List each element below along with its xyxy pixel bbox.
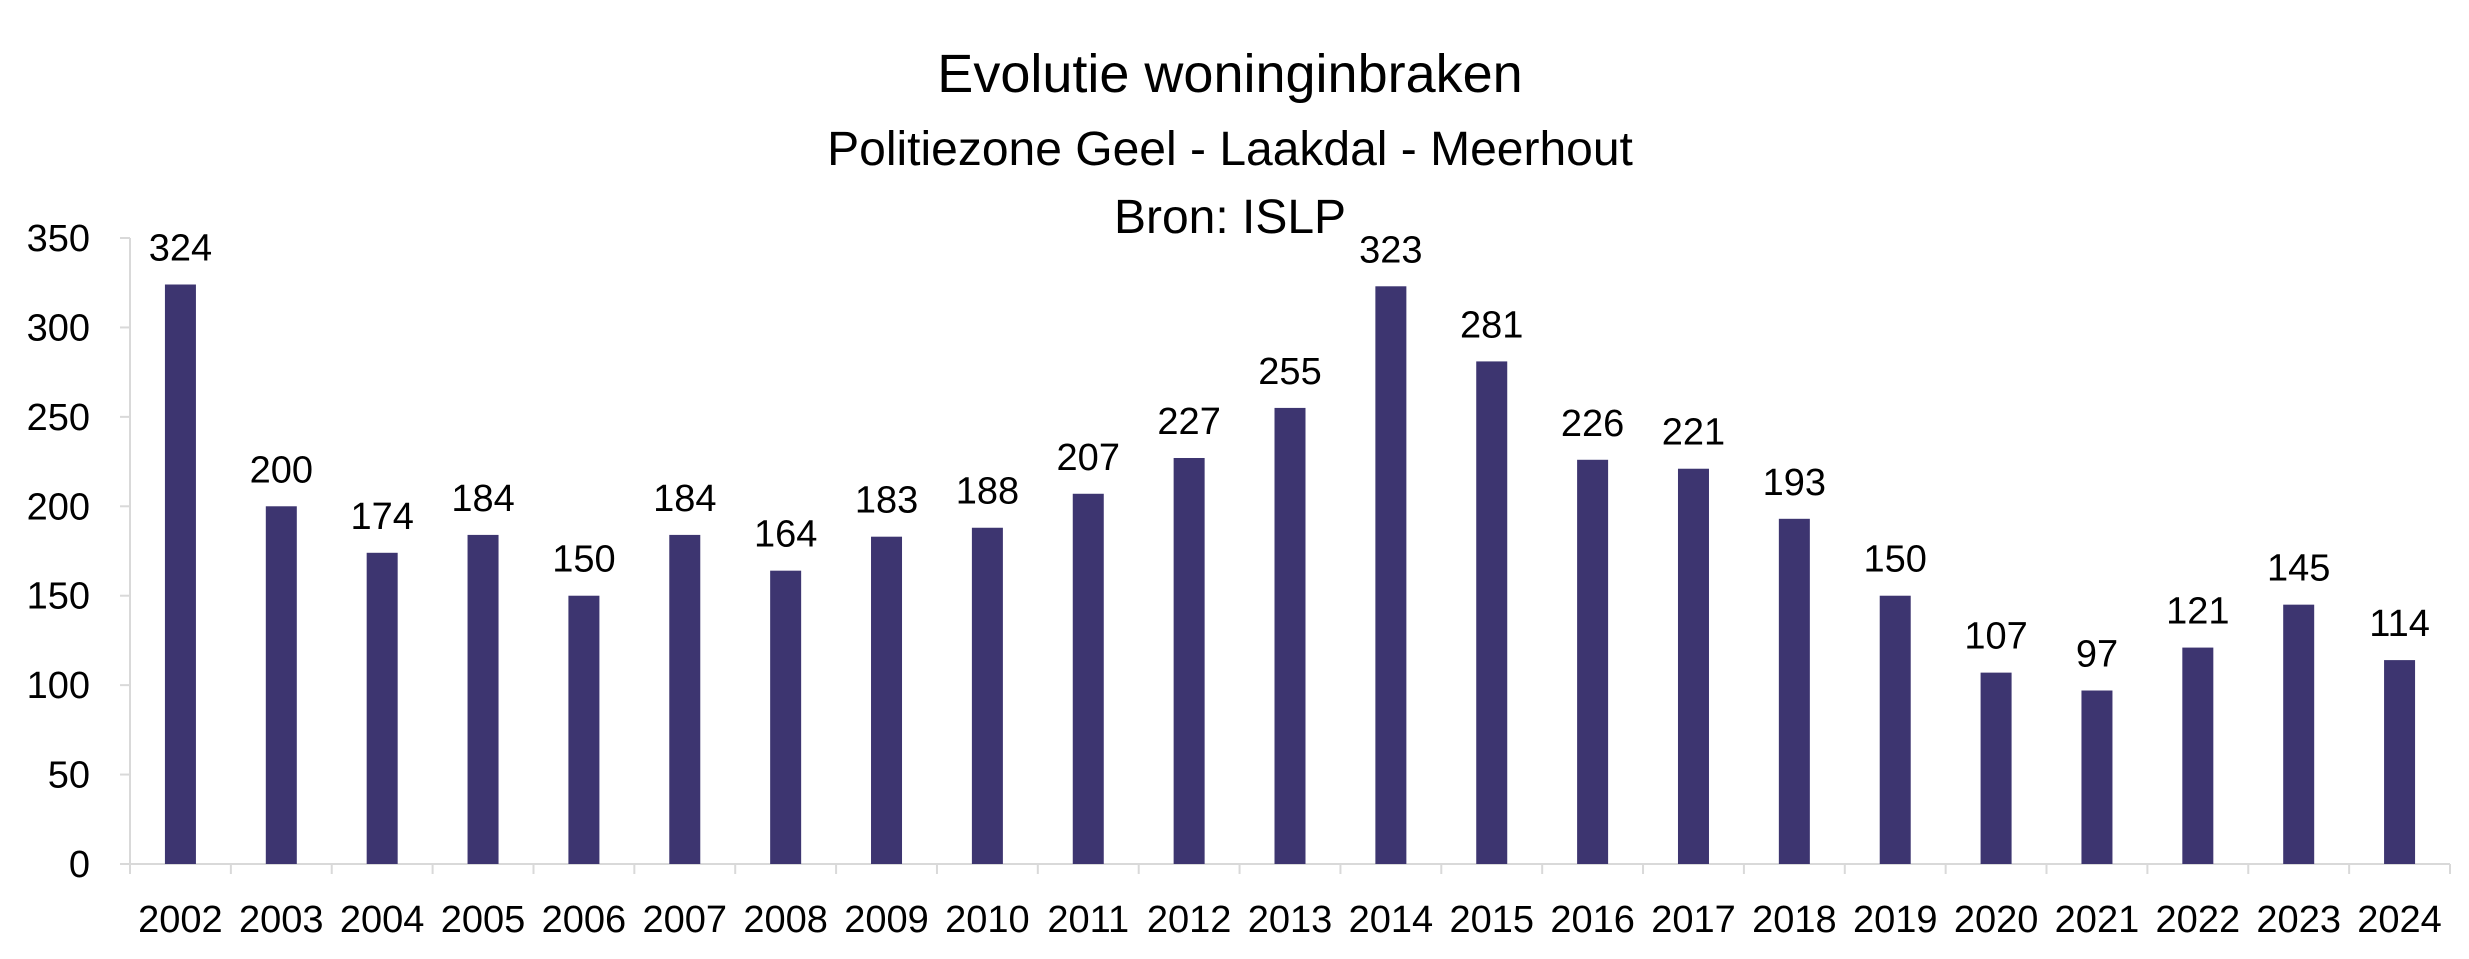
data-label-2020: 107 (1964, 616, 2027, 658)
bar-2005 (467, 534, 499, 864)
bar-2004 (366, 552, 398, 864)
x-tick-label: 2014 (1349, 899, 1434, 941)
bar-2022 (2182, 647, 2214, 864)
chart-subtitle: Politiezone Geel - Laakdal - Meerhout (827, 123, 1633, 176)
bar-2018 (1778, 518, 1810, 864)
x-tick-label: 2024 (2357, 899, 2442, 941)
bar-2017 (1677, 468, 1709, 864)
bar-2020 (1980, 672, 2012, 864)
chart-source: Bron: ISLP (1114, 191, 1346, 244)
data-label-2008: 164 (754, 514, 817, 556)
data-label-2011: 207 (1057, 437, 1120, 479)
x-tick-label: 2023 (2256, 899, 2341, 941)
data-label-2024: 114 (2369, 603, 2430, 645)
x-tick-label: 2006 (542, 899, 627, 941)
bar-2012 (1173, 457, 1205, 864)
bar-2013 (1274, 407, 1306, 864)
x-tick-label: 2011 (1047, 899, 1129, 941)
chart-title: Evolutie woninginbraken (937, 44, 1522, 104)
data-label-2015: 281 (1460, 304, 1523, 346)
data-label-2023: 145 (2267, 548, 2330, 590)
data-label-2004: 174 (350, 496, 413, 538)
data-label-2009: 183 (855, 480, 918, 522)
x-tick-label: 2010 (945, 899, 1030, 941)
x-tick-label: 2021 (2055, 899, 2140, 941)
data-label-2007: 184 (653, 478, 716, 520)
x-tick-label: 2013 (1248, 899, 1333, 941)
data-label-2019: 150 (1864, 539, 1927, 581)
x-tick-label: 2008 (743, 899, 828, 941)
x-tick-label: 2015 (1449, 899, 1534, 941)
data-label-2006: 150 (552, 539, 615, 581)
x-tick-label: 2009 (844, 899, 929, 941)
data-label-2010: 188 (956, 471, 1019, 513)
data-label-2014: 323 (1359, 229, 1422, 271)
x-tick-label: 2005 (441, 899, 526, 941)
x-tick-label: 2019 (1853, 899, 1938, 941)
x-tick-label: 2003 (239, 899, 324, 941)
bar-2011 (1072, 493, 1104, 864)
x-tick-label: 2016 (1550, 899, 1635, 941)
bar-2023 (2283, 604, 2315, 864)
y-tick-label: 50 (48, 755, 90, 797)
data-labels: 324 200 174 184 150 184 164 183 188 207 227 255 323 2… (149, 228, 2430, 676)
x-axis: 2002 2003 2004 2005 2006 2007 2008 2009 2010 2011… (129, 863, 2451, 941)
data-label-2013: 255 (1258, 351, 1321, 393)
bar-2006 (568, 595, 600, 864)
y-tick-label: 0 (69, 844, 90, 886)
y-tick-label: 300 (27, 307, 90, 349)
bar-2019 (1879, 595, 1911, 864)
bar-2003 (265, 506, 297, 864)
data-label-2005: 184 (451, 478, 514, 520)
x-tick-label: 2004 (340, 899, 425, 941)
data-label-2003: 200 (250, 449, 313, 491)
data-label-2002: 324 (149, 228, 212, 270)
bar-2007 (669, 534, 701, 864)
data-label-2018: 193 (1763, 462, 1826, 504)
bar-2015 (1476, 361, 1508, 864)
y-tick-label: 350 (27, 218, 90, 260)
data-label-2016: 226 (1561, 403, 1624, 445)
bar-2009 (871, 536, 903, 864)
data-label-2012: 227 (1157, 401, 1220, 443)
data-label-2021: 97 (2076, 634, 2118, 676)
x-tick-label: 2017 (1651, 899, 1736, 941)
bar-series (164, 284, 2416, 864)
bar-2016 (1577, 459, 1609, 864)
y-tick-label: 150 (27, 576, 90, 618)
bar-2002 (164, 284, 196, 864)
y-tick-label: 250 (27, 397, 90, 439)
y-tick-label: 200 (27, 486, 90, 528)
x-tick-label: 2022 (2156, 899, 2241, 941)
y-tick-label: 100 (27, 665, 90, 707)
x-tick-label: 2012 (1147, 899, 1232, 941)
bar-2024 (2384, 660, 2416, 864)
bar-2021 (2081, 690, 2113, 864)
bar-2008 (770, 570, 802, 864)
bar-2010 (971, 527, 1003, 864)
bar-2014 (1375, 286, 1407, 864)
x-tick-label: 2002 (138, 899, 223, 941)
x-tick-label: 2020 (1954, 899, 2039, 941)
data-label-2022: 121 (2166, 591, 2229, 633)
y-axis: 0 50 100 150 200 250 300 350 (27, 218, 131, 886)
x-tick-label: 2007 (643, 899, 728, 941)
x-tick-label: 2018 (1752, 899, 1837, 941)
data-label-2017: 221 (1662, 412, 1725, 454)
